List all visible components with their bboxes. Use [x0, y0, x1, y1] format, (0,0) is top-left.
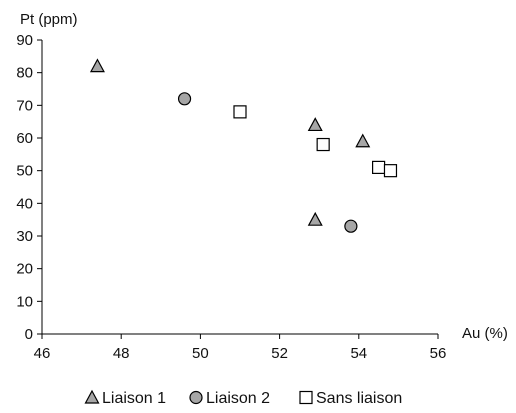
data-point-triangle [307, 211, 323, 226]
legend-label: Liaison 2 [206, 390, 270, 407]
data-point-circle [344, 219, 358, 233]
data-point-square [383, 164, 398, 178]
x-tick-label: 54 [350, 345, 367, 362]
y-tick-label: 10 [16, 293, 33, 310]
y-tick-label: 30 [16, 228, 33, 245]
y-tick-label: 20 [16, 261, 33, 278]
x-tick-label: 56 [430, 345, 447, 362]
y-ticks: 0 10 20 30 40 50 60 70 80 90 [16, 32, 42, 343]
y-axis-title: Pt (ppm) [20, 11, 78, 28]
data-point-triangle [355, 133, 371, 148]
legend-label: Sans liaison [316, 390, 402, 407]
y-tick-label: 90 [16, 32, 33, 49]
y-tick-label: 0 [25, 326, 33, 343]
y-tick-label: 70 [16, 97, 33, 114]
data-points [89, 58, 398, 233]
x-tick-label: 52 [271, 345, 288, 362]
data-point-triangle [89, 58, 105, 73]
x-tick-label: 50 [192, 345, 209, 362]
x-ticks: 46 48 50 52 54 56 [34, 334, 447, 362]
legend-label: Liaison 1 [102, 390, 166, 407]
y-tick-label: 60 [16, 130, 33, 147]
y-tick-label: 80 [16, 65, 33, 82]
data-point-circle [177, 92, 192, 106]
legend: Liaison 1 Liaison 2 Sans liaison [84, 389, 402, 407]
legend-marker-circle [189, 390, 203, 405]
data-point-square [233, 105, 247, 119]
legend-marker-triangle [84, 389, 100, 404]
legend-marker-square [299, 390, 313, 405]
x-axis-title: Au (%) [462, 325, 508, 342]
data-point-triangle [307, 117, 323, 132]
x-tick-label: 48 [113, 345, 130, 362]
data-point-square [316, 137, 330, 152]
y-tick-label: 50 [16, 163, 33, 180]
y-tick-label: 40 [16, 195, 33, 212]
data-point-square [372, 160, 386, 174]
x-tick-label: 46 [34, 345, 51, 362]
